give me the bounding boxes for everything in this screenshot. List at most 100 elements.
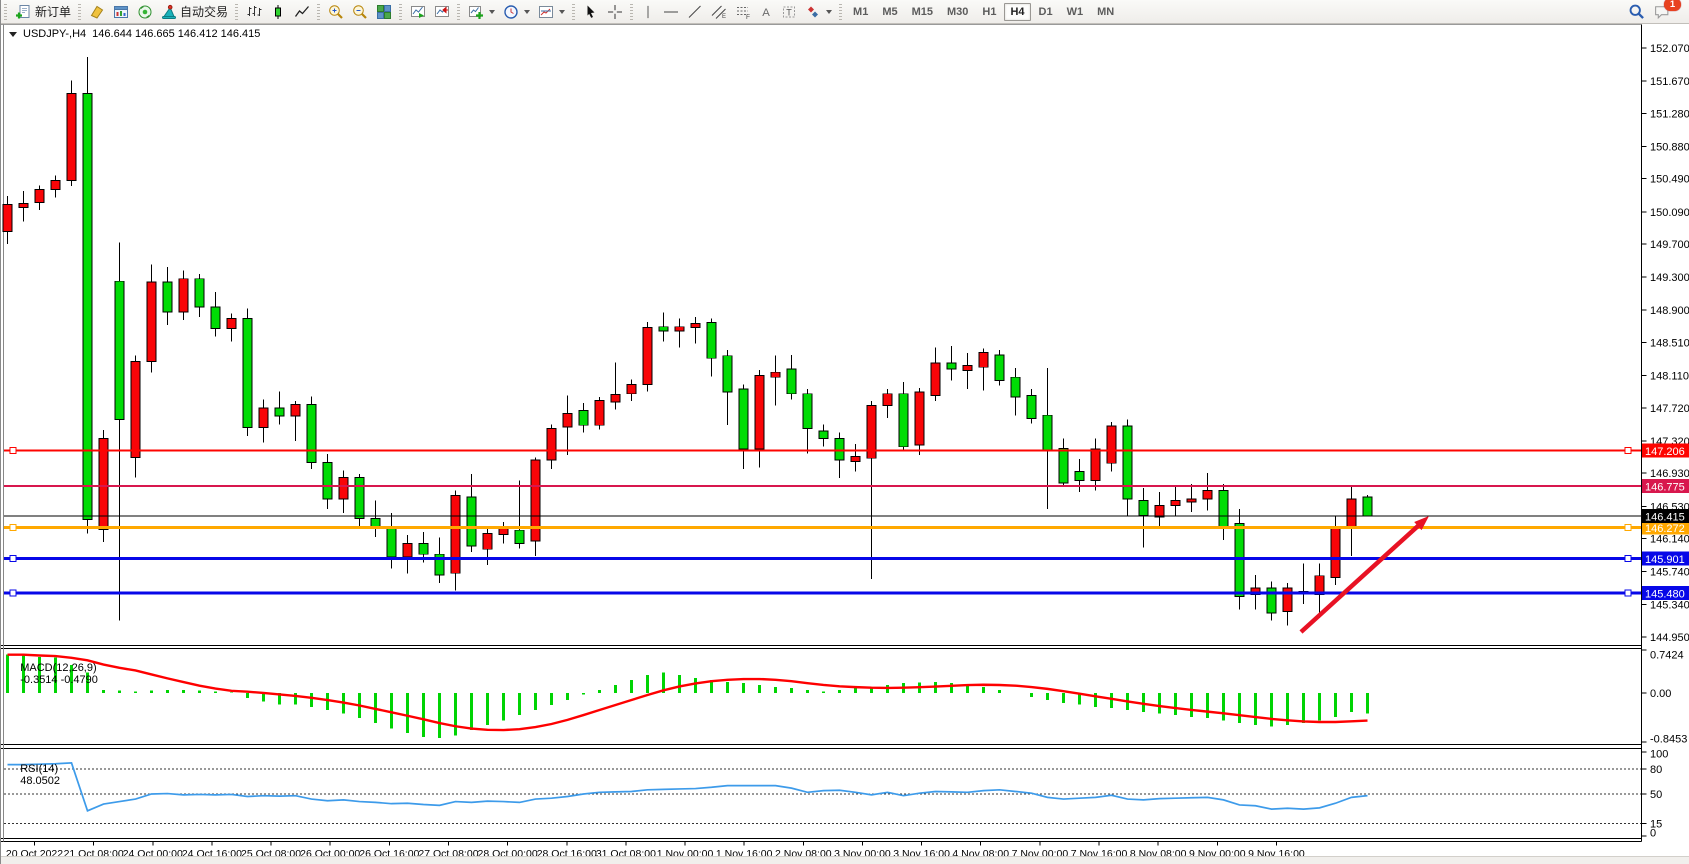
text-label-button[interactable]: T	[777, 1, 801, 23]
timeframe-button-M30[interactable]: M30	[947, 5, 969, 18]
timeframe-button-W1[interactable]: W1	[1066, 5, 1084, 18]
profiles-button[interactable]	[85, 1, 109, 23]
chart-collapse-icon[interactable]	[9, 31, 17, 37]
channel-icon: E	[711, 5, 726, 20]
toolbar-grip[interactable]	[630, 3, 634, 20]
rsi-indicator-label: RSI(14) 48.0502	[8, 751, 60, 799]
toolbar-group-indicators	[454, 0, 569, 23]
svg-text:145.340: 145.340	[1650, 600, 1689, 612]
zoom-in-icon	[329, 4, 343, 19]
svg-text:147.206: 147.206	[1645, 446, 1685, 458]
hline-handle	[1624, 589, 1632, 597]
candle-chart-button[interactable]	[266, 1, 290, 23]
svg-text:0.7424: 0.7424	[1650, 650, 1684, 662]
timeframe-button-H1[interactable]: H1	[982, 5, 997, 18]
periods-button[interactable]	[499, 1, 534, 23]
periods-dropdown-caret[interactable]	[524, 9, 531, 14]
timeframe-button-D1[interactable]: D1	[1038, 5, 1053, 18]
chat-button[interactable]: 1	[1649, 0, 1681, 23]
svg-text:151.280: 151.280	[1650, 108, 1689, 120]
text-label-icon: T	[783, 6, 796, 17]
templates-button[interactable]	[534, 1, 569, 23]
zoom-out-icon	[353, 4, 367, 19]
price-axis[interactable]: 152.070 151.670 151.280 150.880 150.490 150.0…	[1641, 43, 1689, 644]
channel-button[interactable]: E	[707, 1, 731, 23]
arrows-dropdown-caret[interactable]	[826, 9, 833, 14]
tile-windows-button[interactable]	[372, 1, 396, 23]
svg-text:E: E	[722, 14, 726, 20]
fibonacci-button[interactable]: F	[731, 1, 755, 23]
chart-shift-icon	[435, 5, 450, 17]
hline-handle	[1624, 554, 1632, 562]
chart-shift-button[interactable]	[430, 1, 454, 23]
arrows-button[interactable]	[801, 1, 836, 23]
chart-symbol-period: USDJPY-,H4	[23, 28, 87, 40]
templates-dropdown-caret[interactable]	[559, 9, 566, 14]
svg-text:148.510: 148.510	[1650, 337, 1689, 349]
chart-layers: 152.070 151.670 151.280 150.880 150.490 150.0…	[1, 24, 1689, 860]
new-order-button[interactable]: 新订单	[11, 1, 75, 23]
status-bar	[1, 856, 1689, 864]
macd-signal-line	[7, 653, 1368, 732]
timeframe-button-M1[interactable]: M1	[853, 5, 869, 18]
toolbar-grip[interactable]	[235, 3, 239, 20]
timeframe-button-H4[interactable]: H4	[1004, 2, 1031, 21]
timeframe-button-M15[interactable]: M15	[911, 5, 933, 18]
notification-badge[interactable]: 1	[1664, 0, 1681, 11]
hlines-layer[interactable]	[4, 446, 1641, 597]
zoom-out-button[interactable]	[348, 1, 372, 23]
trendline-button[interactable]	[683, 1, 707, 23]
svg-text:148.900: 148.900	[1650, 305, 1689, 317]
cursor-button[interactable]	[579, 1, 603, 23]
svg-text:151.670: 151.670	[1650, 76, 1689, 88]
toolbar-grip[interactable]	[317, 3, 321, 20]
svg-text:150.090: 150.090	[1650, 207, 1689, 219]
toolbar-grip[interactable]	[4, 3, 7, 20]
svg-text:144.950: 144.950	[1650, 632, 1689, 644]
toolbar-grip[interactable]	[399, 3, 403, 20]
autotrade-button[interactable]: 自动交易	[157, 1, 232, 23]
svg-text:146.140: 146.140	[1650, 534, 1689, 546]
svg-text:152.070: 152.070	[1650, 43, 1689, 55]
svg-text:150.880: 150.880	[1650, 141, 1689, 153]
toolbar-group-zoom	[314, 0, 396, 23]
chart-window-button[interactable]	[109, 1, 133, 23]
horizontal-line-button[interactable]	[659, 1, 683, 23]
auto-scroll-button[interactable]	[406, 1, 430, 23]
toolbar-grip[interactable]	[839, 3, 843, 20]
timeframe-button-M5[interactable]: M5	[882, 5, 898, 18]
indicators-dropdown-caret[interactable]	[489, 9, 496, 14]
toolbar-grip[interactable]	[78, 3, 82, 20]
candle-chart-icon	[275, 4, 282, 19]
periods-clock-icon	[504, 4, 518, 19]
text-button[interactable]: A	[755, 1, 777, 23]
indicators-icon	[469, 5, 484, 19]
svg-text:150.490: 150.490	[1650, 174, 1689, 186]
svg-text:145.480: 145.480	[1645, 589, 1685, 601]
search-button[interactable]	[1624, 1, 1649, 23]
svg-text:-0.8453: -0.8453	[1650, 734, 1687, 746]
indicators-button[interactable]	[464, 1, 499, 23]
timeframe-button-MN[interactable]: MN	[1097, 5, 1115, 18]
templates-icon	[539, 5, 554, 18]
toolbar-group-scroll	[396, 0, 454, 23]
trend-arrow[interactable]	[1299, 516, 1429, 634]
line-chart-button[interactable]	[290, 1, 314, 23]
bar-chart-button[interactable]	[242, 1, 266, 23]
hline-handle	[9, 446, 17, 454]
bar-chart-icon	[247, 5, 262, 16]
line-chart-icon	[295, 5, 310, 17]
toolbar-grip[interactable]	[572, 3, 576, 20]
toolbar-grip[interactable]	[457, 3, 461, 20]
svg-text:146.272: 146.272	[1645, 523, 1685, 535]
toolbar-group-timeframes: M1 M5 M15 M30 H1 H4 D1 W1 MN	[836, 0, 1121, 23]
vertical-line-button[interactable]	[637, 1, 659, 23]
data-window-button[interactable]	[133, 1, 157, 23]
svg-text:T: T	[786, 7, 792, 17]
crosshair-button[interactable]	[603, 1, 627, 23]
svg-text:F: F	[746, 14, 750, 20]
rsi-panel: 100 80 50 150	[4, 749, 1668, 840]
tile-windows-icon	[377, 4, 392, 19]
zoom-in-button[interactable]	[324, 1, 348, 23]
